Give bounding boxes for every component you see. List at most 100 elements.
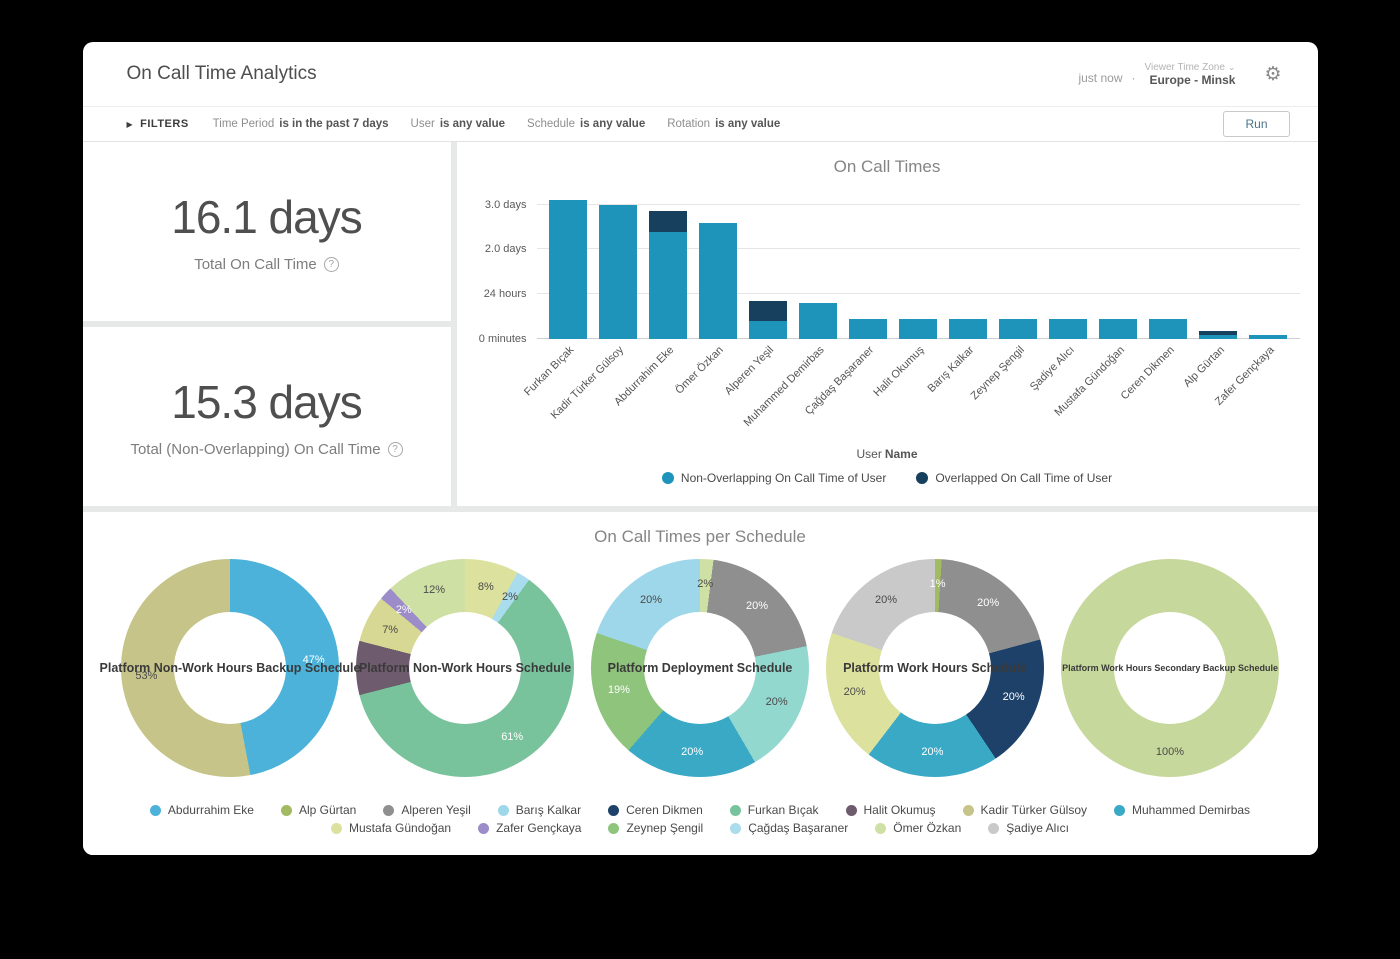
donut-chart: 2% 20% 20% 20% 19% 20% Platform Deployment Sch…: [591, 559, 809, 777]
user-legend-item[interactable]: Mustafa Gündoğan: [331, 821, 451, 835]
bar[interactable]: [1249, 335, 1288, 339]
help-icon[interactable]: ?: [387, 442, 403, 457]
user-legend-item[interactable]: Muhammed Demirbas: [1114, 803, 1250, 817]
bar[interactable]: [1099, 318, 1138, 339]
on-call-times-panel: On Call Times 3.0 days 2.0 days 24 hours 0 …: [456, 142, 1318, 506]
user-legend-label: Mustafa Gündoğan: [349, 821, 452, 835]
filter-item[interactable]: Schedule is any value: [527, 118, 645, 130]
chevron-down-icon: ⌄: [1227, 61, 1236, 72]
run-button[interactable]: Run: [1223, 111, 1290, 137]
bar-segment-non-overlapping: [648, 231, 687, 339]
user-legend-item[interactable]: Zafer Gençkaya: [478, 821, 581, 835]
legend-item[interactable]: Overlapped On Call Time of User: [916, 471, 1112, 485]
donut-section-title: On Call Times per Schedule: [594, 527, 806, 546]
bar[interactable]: [548, 200, 587, 339]
gear-icon[interactable]: ⚙: [1264, 63, 1282, 85]
bar-segment-non-overlapping: [1099, 318, 1138, 339]
bar[interactable]: [598, 204, 637, 339]
x-axis-label: Furkan Bıçak: [521, 344, 577, 399]
user-legend-item[interactable]: Zeynep Şengil: [608, 821, 703, 835]
bar-segment-non-overlapping: [698, 222, 737, 339]
legend-dot: [875, 822, 887, 834]
filter-item[interactable]: Time Period is in the past 7 days: [213, 118, 389, 130]
dashboard-body: 16.1 days Total On Call Time ? 15.3 days…: [82, 142, 1318, 855]
bar-slot: [893, 318, 943, 339]
user-legend-item[interactable]: Furkan Bıçak: [729, 803, 819, 817]
user-legend-item[interactable]: Ömer Özkan: [875, 821, 961, 835]
legend-dot: [478, 822, 490, 834]
bar-slot: [1193, 331, 1243, 339]
bar[interactable]: [748, 300, 787, 339]
filter-items: Time Period is in the past 7 days User is a…: [213, 118, 781, 130]
user-legend-item[interactable]: Alperen Yeşil: [383, 803, 471, 817]
bar-chart-title: On Call Times: [833, 157, 941, 176]
bar[interactable]: [648, 211, 687, 339]
user-legend-item[interactable]: Ceren Dikmen: [608, 803, 703, 817]
bar-segment-non-overlapping: [898, 318, 937, 339]
y-tick-label: 3.0 days: [484, 198, 527, 211]
gridline: [536, 293, 1300, 295]
donut-charts-row: 47% 53% Platform Non-Work Hours Backup Sch…: [83, 559, 1318, 777]
filters-caret-icon: ▶: [126, 119, 134, 129]
bar[interactable]: [1199, 331, 1238, 339]
user-legend-label: Halit Okumuş: [863, 803, 936, 817]
user-legend-item[interactable]: Barış Kalkar: [497, 803, 581, 817]
y-axis: 3.0 days 2.0 days 24 hours 0 minutes: [475, 189, 537, 345]
user-legend-label: Zafer Gençkaya: [496, 821, 582, 835]
bar-segment-non-overlapping: [1249, 335, 1288, 339]
donut-chart: 8% 2% 61% 7% 2% 12% Platform Non-Work Hours Sc…: [356, 559, 574, 777]
legend-dot: [331, 822, 343, 834]
user-legend-item[interactable]: Şadiye Alıcı: [988, 821, 1069, 835]
legend-dot: [729, 804, 741, 816]
filters-toggle[interactable]: ▶ FILTERS: [127, 118, 189, 130]
legend-dot: [988, 822, 1000, 834]
user-legend-label: Kadir Türker Gülsoy: [980, 803, 1088, 817]
x-label-cell: Ceren Dikmen: [1119, 339, 1193, 445]
bar-chart-legend: Non-Overlapping On Call Time of User Over…: [475, 471, 1300, 485]
bar[interactable]: [1049, 318, 1088, 339]
user-legend-label: Furkan Bıçak: [747, 803, 819, 817]
donut-ring[interactable]: [121, 559, 339, 777]
bar-segment-non-overlapping: [1199, 334, 1238, 339]
legend-label: Overlapped On Call Time of User: [935, 471, 1113, 485]
bar[interactable]: [949, 318, 988, 339]
bar[interactable]: [1149, 318, 1188, 339]
top-row: 16.1 days Total On Call Time ? 15.3 days…: [82, 142, 1318, 506]
legend-item[interactable]: Non-Overlapping On Call Time of User: [661, 471, 886, 485]
bar[interactable]: [698, 222, 737, 339]
user-legend-item[interactable]: Alp Gürtan: [280, 803, 356, 817]
bar-segment-non-overlapping: [748, 321, 787, 339]
donut-ring[interactable]: [356, 559, 574, 777]
donut-ring[interactable]: [591, 559, 809, 777]
help-icon[interactable]: ?: [323, 257, 339, 272]
bar-segment-overlapped: [1199, 331, 1238, 335]
bar-slot: [1093, 318, 1143, 339]
separator-dot: ·: [1131, 70, 1136, 85]
bar[interactable]: [898, 318, 937, 339]
filter-item[interactable]: Rotation is any value: [667, 118, 780, 130]
timezone-selector[interactable]: Viewer Time Zone ⌄ Europe - Minsk: [1145, 62, 1236, 87]
gridline: [536, 203, 1300, 205]
bar[interactable]: [999, 318, 1038, 339]
filter-value: is in the past 7 days: [279, 118, 389, 130]
user-legend-item[interactable]: Abdurrahim Eke: [149, 803, 254, 817]
stat-value: 15.3 days: [171, 376, 362, 428]
filter-item[interactable]: User is any value: [411, 118, 506, 130]
bar-plot: [536, 189, 1300, 339]
legend-dot: [845, 804, 857, 816]
bar[interactable]: [848, 318, 887, 339]
user-legend-item[interactable]: Çağdaş Başaraner: [730, 821, 848, 835]
legend-dot: [497, 804, 509, 816]
user-legend-item[interactable]: Kadir Türker Gülsoy: [962, 803, 1088, 817]
user-legend-item[interactable]: Halit Okumuş: [845, 803, 936, 817]
donut-ring[interactable]: [826, 559, 1044, 777]
donut-ring[interactable]: [1061, 559, 1279, 777]
legend-dot: [916, 472, 929, 484]
user-legend-label: Muhammed Demirbas: [1132, 803, 1251, 817]
bar[interactable]: [798, 303, 837, 339]
page-title: On Call Time Analytics: [126, 63, 317, 84]
bar-chart-area: 3.0 days 2.0 days 24 hours 0 minutes: [475, 189, 1300, 345]
legend-dot: [608, 822, 620, 834]
user-legend-label: Alperen Yeşil: [401, 803, 471, 817]
user-legend-label: Abdurrahim Eke: [167, 803, 254, 817]
